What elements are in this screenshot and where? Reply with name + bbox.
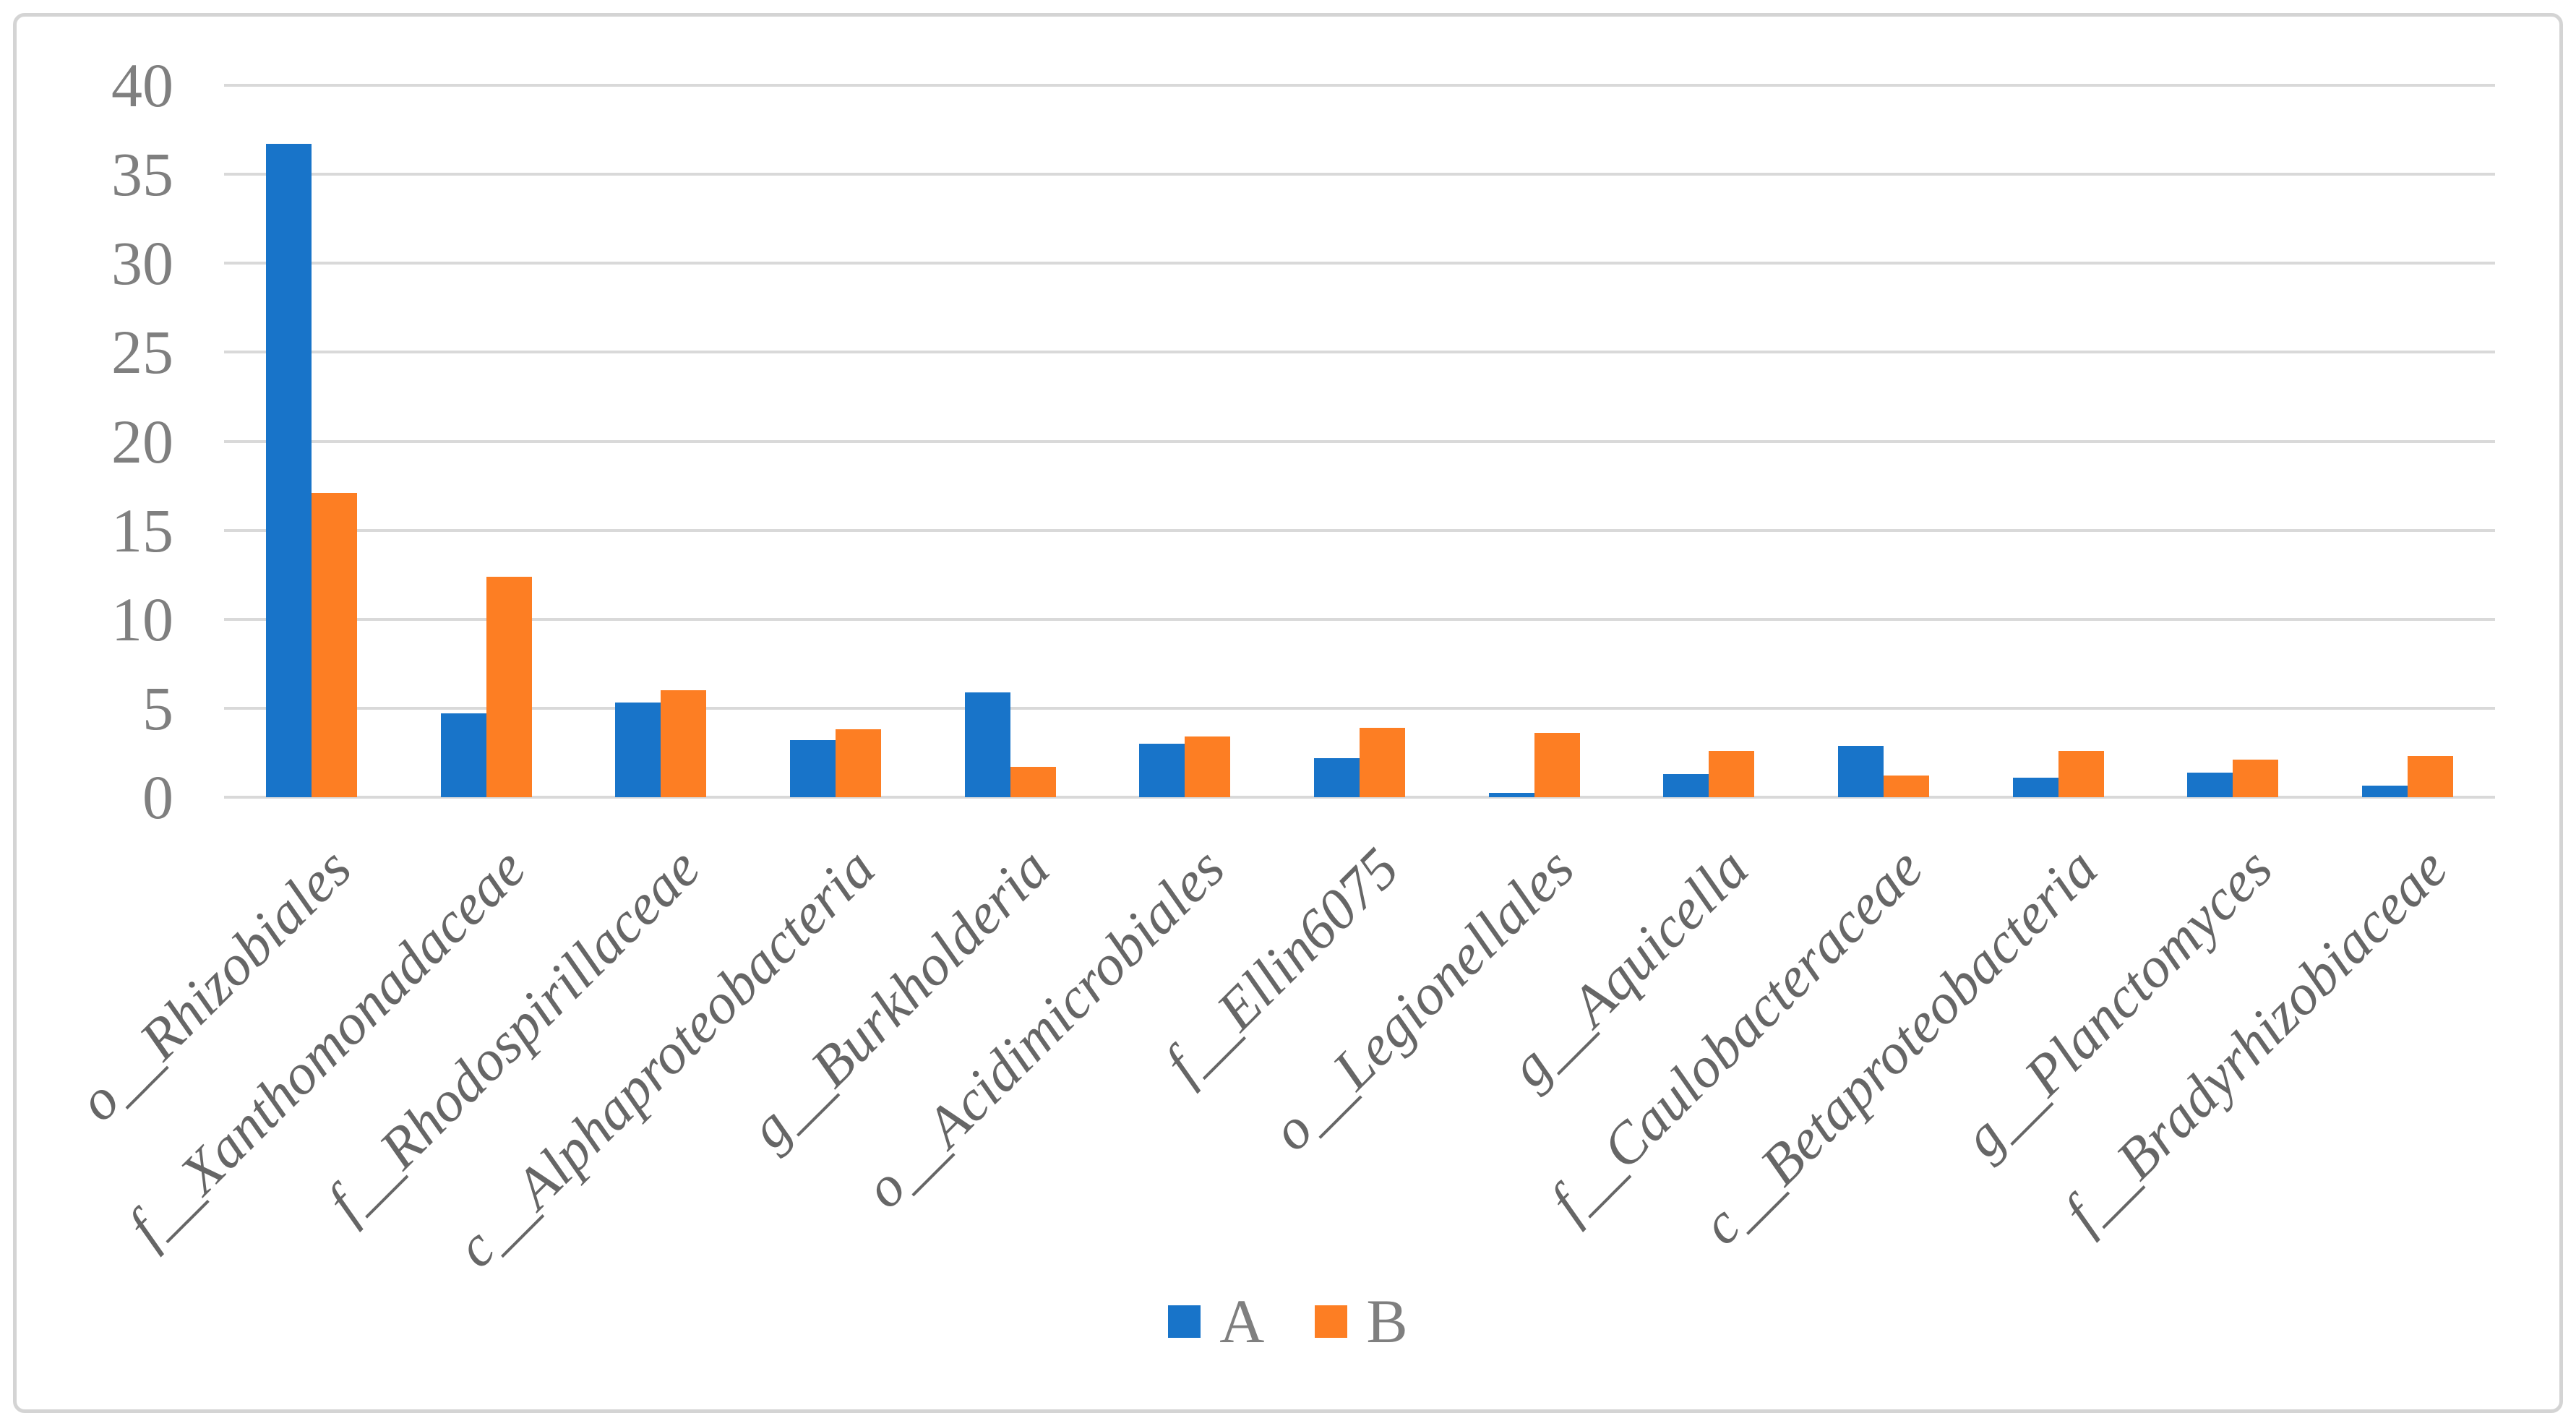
bar-a-4 [964, 692, 1010, 797]
gridline [224, 84, 2495, 87]
legend: A B [0, 1290, 2576, 1352]
bar-a-12 [2362, 785, 2408, 797]
y-tick-label: 40 [111, 51, 173, 120]
bar-a-7 [1488, 792, 1534, 797]
gridline [224, 617, 2495, 621]
bar-b-3 [835, 729, 881, 797]
bar-a-10 [2012, 777, 2058, 797]
x-category-label: g__Planctomyces [1951, 836, 2285, 1170]
y-tick-label: 25 [111, 317, 173, 387]
gridline [224, 351, 2495, 354]
bar-a-0 [265, 144, 312, 797]
bar-b-4 [1010, 767, 1056, 797]
bar-a-5 [1139, 744, 1185, 797]
y-tick-label: 20 [111, 406, 173, 476]
x-category-label: o__Legionellales [1259, 836, 1587, 1164]
bar-a-3 [789, 740, 836, 797]
y-tick-label: 35 [111, 139, 173, 210]
gridline [224, 262, 2495, 265]
bar-b-10 [2058, 750, 2104, 797]
legend-label-b: B [1366, 1287, 1408, 1356]
bar-b-1 [486, 576, 532, 797]
bar-b-8 [1709, 750, 1755, 797]
bar-a-6 [1314, 757, 1360, 797]
bar-a-1 [440, 713, 486, 797]
bar-a-9 [1838, 745, 1884, 797]
legend-item-b: B [1315, 1287, 1408, 1356]
bar-b-9 [1884, 776, 1930, 797]
x-category-label: g__Burkholderia [737, 836, 1062, 1161]
bar-a-8 [1663, 773, 1709, 797]
bar-b-5 [1185, 736, 1231, 797]
gridline [224, 796, 2495, 799]
gridline [224, 706, 2495, 710]
gridline [224, 173, 2495, 176]
chart-border [13, 13, 2563, 1413]
bar-b-0 [311, 492, 357, 797]
legend-label-a: A [1219, 1287, 1265, 1356]
bar-a-11 [2187, 772, 2233, 797]
legend-swatch-b [1315, 1305, 1348, 1338]
legend-swatch-a [1168, 1305, 1201, 1338]
y-tick-label: 0 [142, 763, 173, 832]
bar-b-7 [1534, 733, 1580, 797]
gridline [224, 439, 2495, 443]
y-tick-label: 10 [111, 584, 173, 654]
legend-item-a: A [1168, 1290, 1264, 1352]
bar-a-2 [615, 703, 661, 797]
bar-b-2 [661, 690, 707, 797]
y-tick-label: 30 [111, 228, 173, 298]
gridline [224, 528, 2495, 532]
bar-b-11 [2233, 760, 2279, 797]
y-tick-label: 5 [142, 673, 173, 743]
bar-b-12 [2408, 756, 2454, 797]
bar-b-6 [1360, 727, 1405, 797]
y-tick-label: 15 [111, 495, 173, 565]
